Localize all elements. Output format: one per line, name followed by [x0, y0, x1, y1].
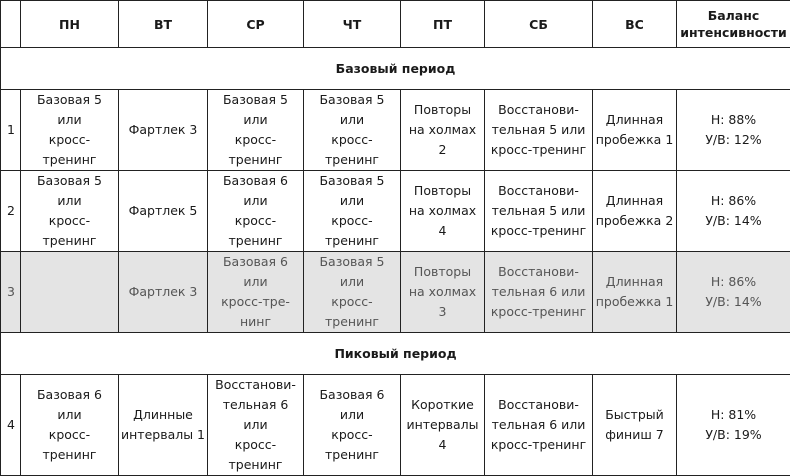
section-title: Пиковый период	[1, 333, 790, 375]
workout-cell: Повторы на холмах 2	[401, 90, 485, 171]
workout-cell: Восстанови- тельная 6 или кросс-тренинг	[485, 252, 593, 333]
workout-cell: Базовая 6 или кросс-тренинг	[208, 171, 304, 252]
section-title: Базовый период	[1, 48, 790, 90]
workout-cell: Базовая 5 или кросс-тренинг	[21, 171, 119, 252]
workout-cell: Длинная пробежка 1	[593, 90, 677, 171]
workout-cell: Фартлек 5	[119, 171, 208, 252]
header-day: ВТ	[119, 1, 208, 48]
workout-cell: Фартлек 3	[119, 90, 208, 171]
workout-cell: Базовая 5 или кросс-тренинг	[208, 90, 304, 171]
header-day: СБ	[485, 1, 593, 48]
workout-cell: Повторы на холмах 3	[401, 252, 485, 333]
section-row: Пиковый период	[1, 333, 790, 375]
week-number: 2	[1, 171, 21, 252]
header-day: ЧТ	[304, 1, 401, 48]
header-day: ПН	[21, 1, 119, 48]
week-number: 4	[1, 375, 21, 476]
workout-cell: Короткие интервалы 4	[401, 375, 485, 476]
workout-cell: Базовая 5 или кросс-тренинг	[304, 90, 401, 171]
header-day: ВС	[593, 1, 677, 48]
intensity-balance-cell: Н: 86% У/В: 14%	[677, 171, 790, 252]
workout-cell: Восстанови- тельная 6 или кросс-тренинг	[485, 375, 593, 476]
workout-cell: Восстанови- тельная 5 или кросс-тренинг	[485, 171, 593, 252]
intensity-balance-cell: Н: 81% У/В: 19%	[677, 375, 790, 476]
workout-cell: Длинная пробежка 2	[593, 171, 677, 252]
workout-cell: Быстрый финиш 7	[593, 375, 677, 476]
week-number: 1	[1, 90, 21, 171]
workout-cell: Восстанови- тельная 5 или кросс-тренинг	[485, 90, 593, 171]
workout-cell: Длинные интервалы 1	[119, 375, 208, 476]
workout-cell: Базовая 6 или кросс-тренинг	[304, 375, 401, 476]
workout-cell: Базовая 5 или кросс-тренинг	[304, 171, 401, 252]
intensity-balance-cell: Н: 88% У/В: 12%	[677, 90, 790, 171]
workout-cell: Базовая 6 или кросс-тренинг	[21, 375, 119, 476]
workout-cell: Длинная пробежка 1	[593, 252, 677, 333]
workout-cell: Повторы на холмах 4	[401, 171, 485, 252]
header-day: Баланс интенсивности	[677, 1, 790, 48]
header-day: СР	[208, 1, 304, 48]
header-day: ПТ	[401, 1, 485, 48]
intensity-balance-cell: Н: 86% У/В: 14%	[677, 252, 790, 333]
workout-cell	[21, 252, 119, 333]
week-number: 3	[1, 252, 21, 333]
workout-cell: Фартлек 3	[119, 252, 208, 333]
workout-cell: Восстанови- тельная 6 или кросс-тренинг	[208, 375, 304, 476]
workout-cell: Базовая 6 или кросс-тре- нинг	[208, 252, 304, 333]
workout-cell: Базовая 5 или кросс-тренинг	[21, 90, 119, 171]
section-row: Базовый период	[1, 48, 790, 90]
workout-cell: Базовая 5 или кросс-тренинг	[304, 252, 401, 333]
header-number	[1, 1, 21, 48]
